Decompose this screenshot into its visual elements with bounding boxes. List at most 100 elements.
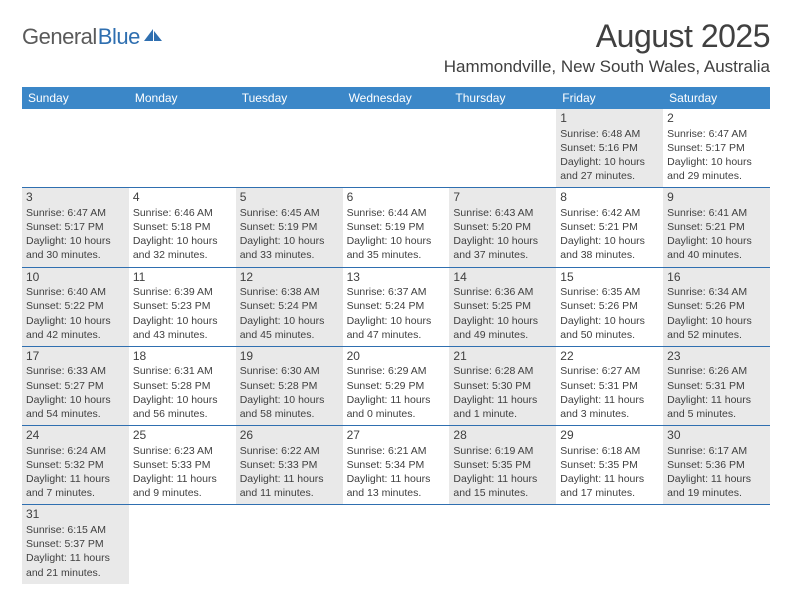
- day-day2: and 56 minutes.: [133, 407, 232, 421]
- day-day1: Daylight: 10 hours: [240, 234, 339, 248]
- day-day2: and 32 minutes.: [133, 248, 232, 262]
- week-row: 24Sunrise: 6:24 AMSunset: 5:32 PMDayligh…: [22, 426, 770, 505]
- day-number: 25: [133, 428, 232, 444]
- day-cell: 20Sunrise: 6:29 AMSunset: 5:29 PMDayligh…: [343, 347, 450, 425]
- weekday-header: Wednesday: [343, 87, 450, 109]
- day-day2: and 42 minutes.: [26, 328, 125, 342]
- day-cell-blank: [236, 109, 343, 187]
- day-cell: 8Sunrise: 6:42 AMSunset: 5:21 PMDaylight…: [556, 188, 663, 266]
- day-sunrise: Sunrise: 6:47 AM: [26, 206, 125, 220]
- day-sunset: Sunset: 5:27 PM: [26, 379, 125, 393]
- day-cell: 6Sunrise: 6:44 AMSunset: 5:19 PMDaylight…: [343, 188, 450, 266]
- day-number: 8: [560, 190, 659, 206]
- day-number: 28: [453, 428, 552, 444]
- day-number: 6: [347, 190, 446, 206]
- day-day1: Daylight: 10 hours: [26, 314, 125, 328]
- day-cell: 16Sunrise: 6:34 AMSunset: 5:26 PMDayligh…: [663, 268, 770, 346]
- day-day2: and 9 minutes.: [133, 486, 232, 500]
- day-day1: Daylight: 10 hours: [667, 234, 766, 248]
- day-number: 11: [133, 270, 232, 286]
- day-cell: 22Sunrise: 6:27 AMSunset: 5:31 PMDayligh…: [556, 347, 663, 425]
- calendar: SundayMondayTuesdayWednesdayThursdayFrid…: [22, 87, 770, 584]
- day-cell-blank: [556, 505, 663, 583]
- day-cell-blank: [22, 109, 129, 187]
- day-day2: and 58 minutes.: [240, 407, 339, 421]
- day-sunset: Sunset: 5:25 PM: [453, 299, 552, 313]
- day-sunset: Sunset: 5:24 PM: [347, 299, 446, 313]
- day-number: 14: [453, 270, 552, 286]
- day-sunrise: Sunrise: 6:38 AM: [240, 285, 339, 299]
- day-day2: and 0 minutes.: [347, 407, 446, 421]
- day-day1: Daylight: 11 hours: [26, 551, 125, 565]
- day-day2: and 33 minutes.: [240, 248, 339, 262]
- day-sunset: Sunset: 5:20 PM: [453, 220, 552, 234]
- weekday-header: Sunday: [22, 87, 129, 109]
- logo-text-gray: General: [22, 24, 97, 50]
- day-cell-blank: [343, 109, 450, 187]
- weekday-header: Friday: [556, 87, 663, 109]
- day-sunrise: Sunrise: 6:22 AM: [240, 444, 339, 458]
- day-sunset: Sunset: 5:26 PM: [560, 299, 659, 313]
- day-day2: and 38 minutes.: [560, 248, 659, 262]
- day-day2: and 21 minutes.: [26, 566, 125, 580]
- day-number: 10: [26, 270, 125, 286]
- day-cell: 7Sunrise: 6:43 AMSunset: 5:20 PMDaylight…: [449, 188, 556, 266]
- day-day2: and 19 minutes.: [667, 486, 766, 500]
- day-day2: and 30 minutes.: [26, 248, 125, 262]
- day-day2: and 29 minutes.: [667, 169, 766, 183]
- day-sunset: Sunset: 5:16 PM: [560, 141, 659, 155]
- day-day2: and 1 minute.: [453, 407, 552, 421]
- day-sunrise: Sunrise: 6:46 AM: [133, 206, 232, 220]
- day-sunset: Sunset: 5:29 PM: [347, 379, 446, 393]
- day-day2: and 7 minutes.: [26, 486, 125, 500]
- day-number: 30: [667, 428, 766, 444]
- week-row: 31Sunrise: 6:15 AMSunset: 5:37 PMDayligh…: [22, 505, 770, 583]
- day-day2: and 43 minutes.: [133, 328, 232, 342]
- day-day1: Daylight: 11 hours: [26, 472, 125, 486]
- day-sunset: Sunset: 5:35 PM: [560, 458, 659, 472]
- day-sunset: Sunset: 5:33 PM: [133, 458, 232, 472]
- day-sunset: Sunset: 5:31 PM: [667, 379, 766, 393]
- day-number: 26: [240, 428, 339, 444]
- day-cell: 5Sunrise: 6:45 AMSunset: 5:19 PMDaylight…: [236, 188, 343, 266]
- day-day1: Daylight: 10 hours: [133, 393, 232, 407]
- day-day2: and 47 minutes.: [347, 328, 446, 342]
- day-number: 17: [26, 349, 125, 365]
- day-day1: Daylight: 10 hours: [453, 314, 552, 328]
- day-cell: 24Sunrise: 6:24 AMSunset: 5:32 PMDayligh…: [22, 426, 129, 504]
- title-block: August 2025 Hammondville, New South Wale…: [444, 18, 770, 77]
- day-sunrise: Sunrise: 6:40 AM: [26, 285, 125, 299]
- day-sunrise: Sunrise: 6:35 AM: [560, 285, 659, 299]
- day-sunrise: Sunrise: 6:39 AM: [133, 285, 232, 299]
- day-sunrise: Sunrise: 6:24 AM: [26, 444, 125, 458]
- day-sunrise: Sunrise: 6:21 AM: [347, 444, 446, 458]
- day-sunset: Sunset: 5:19 PM: [240, 220, 339, 234]
- day-cell: 17Sunrise: 6:33 AMSunset: 5:27 PMDayligh…: [22, 347, 129, 425]
- day-sunrise: Sunrise: 6:45 AM: [240, 206, 339, 220]
- day-cell: 10Sunrise: 6:40 AMSunset: 5:22 PMDayligh…: [22, 268, 129, 346]
- day-day2: and 37 minutes.: [453, 248, 552, 262]
- day-cell: 31Sunrise: 6:15 AMSunset: 5:37 PMDayligh…: [22, 505, 129, 583]
- day-number: 16: [667, 270, 766, 286]
- day-sunset: Sunset: 5:22 PM: [26, 299, 125, 313]
- day-day2: and 15 minutes.: [453, 486, 552, 500]
- day-sunset: Sunset: 5:36 PM: [667, 458, 766, 472]
- month-title: August 2025: [444, 18, 770, 55]
- day-sunrise: Sunrise: 6:17 AM: [667, 444, 766, 458]
- day-day1: Daylight: 10 hours: [240, 314, 339, 328]
- day-number: 18: [133, 349, 232, 365]
- day-day1: Daylight: 11 hours: [347, 393, 446, 407]
- day-number: 7: [453, 190, 552, 206]
- day-sunrise: Sunrise: 6:37 AM: [347, 285, 446, 299]
- day-number: 31: [26, 507, 125, 523]
- day-sunset: Sunset: 5:23 PM: [133, 299, 232, 313]
- day-sunrise: Sunrise: 6:41 AM: [667, 206, 766, 220]
- day-sunset: Sunset: 5:17 PM: [667, 141, 766, 155]
- day-day1: Daylight: 11 hours: [453, 472, 552, 486]
- day-sunrise: Sunrise: 6:23 AM: [133, 444, 232, 458]
- day-number: 15: [560, 270, 659, 286]
- week-row: 10Sunrise: 6:40 AMSunset: 5:22 PMDayligh…: [22, 268, 770, 347]
- logo: GeneralBlue: [22, 18, 163, 50]
- day-sunrise: Sunrise: 6:47 AM: [667, 127, 766, 141]
- day-day1: Daylight: 11 hours: [560, 472, 659, 486]
